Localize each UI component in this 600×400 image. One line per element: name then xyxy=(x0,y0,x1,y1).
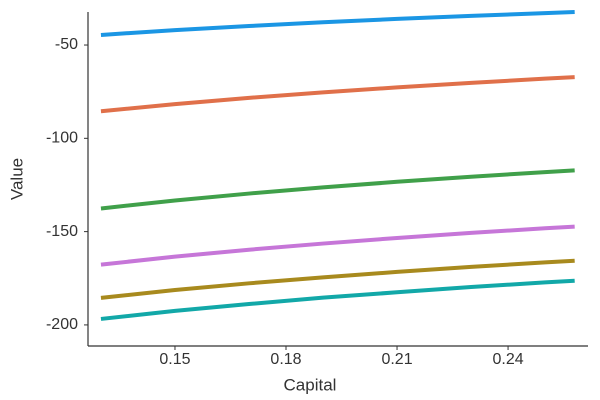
y-axis-label: Value xyxy=(7,158,26,200)
x-tick-label: 0.18 xyxy=(270,351,301,368)
series-line xyxy=(100,278,575,321)
y-tick-label: -100 xyxy=(46,130,78,147)
series-line xyxy=(100,224,575,267)
y-tick-label: -200 xyxy=(46,316,78,333)
series-line xyxy=(100,168,575,211)
x-tick-label: 0.21 xyxy=(381,351,412,368)
y-tick-label: -150 xyxy=(46,223,78,240)
x-tick-label: 0.15 xyxy=(159,351,190,368)
series-line xyxy=(100,75,575,114)
x-tick-label: 0.24 xyxy=(492,351,523,368)
series-line xyxy=(100,10,575,37)
x-axis-label: Capital xyxy=(284,375,337,394)
y-tick-label: -50 xyxy=(55,36,78,53)
series-line xyxy=(100,258,575,300)
